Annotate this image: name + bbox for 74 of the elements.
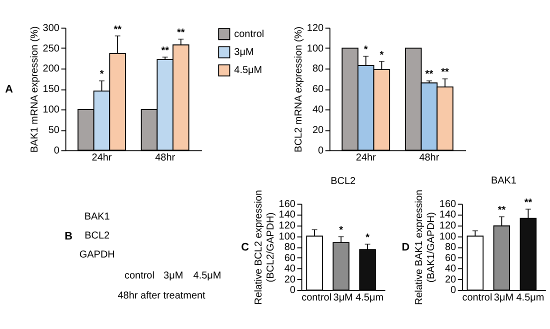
x-tick-label: 24hr — [92, 152, 112, 164]
text: A — [5, 84, 14, 96]
x-tick-label: control — [302, 292, 332, 304]
chart-title: BCL2 — [330, 176, 356, 188]
y-tick-label: 60 — [312, 84, 324, 96]
data-label: ** — [498, 205, 506, 216]
y-tick-label: 40 — [312, 104, 324, 116]
data-label: ** — [441, 67, 450, 78]
y-tick-label: 150 — [42, 84, 60, 96]
y-tick-label: 120 — [306, 22, 324, 34]
x-tick-label: control — [462, 292, 492, 304]
x-tick-label: 4.5μm — [356, 292, 384, 304]
category-label: control — [124, 270, 154, 282]
y-tick-label: 60 — [284, 252, 296, 264]
y-tick-label: 100 — [439, 231, 457, 242]
y-tick-label: 60 — [444, 252, 457, 264]
y-tick-label: 20 — [312, 125, 324, 136]
y-tick-label: 100 — [42, 104, 60, 116]
legend-label: 4.5μM — [234, 65, 262, 76]
text: D — [402, 242, 410, 254]
x-tick-label: 4.5μm — [516, 292, 544, 304]
y-tick-label: 80 — [284, 242, 296, 254]
category-label: GAPDH — [79, 249, 115, 260]
data-label: ** — [114, 24, 122, 36]
y-tick-label: 20 — [444, 274, 457, 286]
data-label: * — [380, 50, 384, 61]
y-tick-label: 80 — [444, 242, 457, 254]
text: C — [241, 242, 250, 254]
text: 48hr after treatment — [118, 290, 206, 302]
y-tick-label: 120 — [278, 220, 296, 232]
y-tick-label: 250 — [42, 43, 60, 54]
x-tick-label: 24hr — [356, 152, 377, 164]
y-tick-label: 80 — [312, 64, 324, 75]
data-label: * — [339, 225, 344, 236]
y-tick-label: 50 — [48, 125, 60, 136]
legend-label: 3μM — [234, 46, 254, 58]
y-tick-label: 140 — [439, 210, 457, 221]
category-label: 4.5μM — [193, 270, 222, 282]
data-label: ** — [524, 198, 532, 209]
y-tick-label: 0 — [290, 285, 296, 296]
text: B — [64, 230, 73, 242]
x-tick-label: 3μM — [333, 292, 353, 304]
data-label: ** — [177, 28, 185, 39]
y-tick-label: 0 — [318, 145, 324, 156]
category-label: 3μM — [164, 270, 184, 282]
x-tick-label: 48hr — [155, 152, 176, 164]
y-tick-label: 100 — [278, 231, 296, 242]
y-tick-label: 200 — [42, 64, 60, 75]
y-axis-title: Relative BCL2 expression (BCL2/GAPDH) — [254, 190, 276, 305]
data-label: ** — [425, 69, 434, 80]
x-tick-label: 3μM — [494, 292, 514, 304]
y-tick-label: 40 — [444, 264, 457, 275]
y-tick-label: 100 — [306, 43, 324, 54]
data-label: * — [366, 232, 370, 244]
y-tick-label: 140 — [278, 210, 296, 221]
y-axis-title: BCL2 mRNA expression (%) — [293, 26, 304, 152]
data-label: * — [100, 69, 104, 80]
y-axis-title: Relative BAK1 expression (BAK1/GAPDH) — [414, 190, 437, 305]
y-axis-title: BAK1 mRNA expression (%) — [29, 26, 40, 153]
y-tick-label: 160 — [439, 198, 457, 210]
y-tick-label: 40 — [284, 264, 296, 275]
legend-label: control — [234, 28, 264, 40]
y-tick-label: 300 — [42, 22, 60, 34]
y-tick-label: 20 — [284, 274, 296, 286]
data-label: * — [364, 44, 368, 56]
chart-title: BAK1 — [490, 176, 517, 187]
x-tick-label: 48hr — [419, 152, 440, 164]
y-tick-label: 0 — [450, 285, 457, 296]
y-tick-label: 160 — [278, 198, 296, 210]
category-label: BCL2 — [84, 230, 110, 242]
y-tick-label: 0 — [54, 145, 60, 156]
category-label: BAK1 — [84, 211, 110, 222]
data-label: ** — [161, 46, 170, 56]
y-tick-label: 120 — [439, 220, 457, 232]
